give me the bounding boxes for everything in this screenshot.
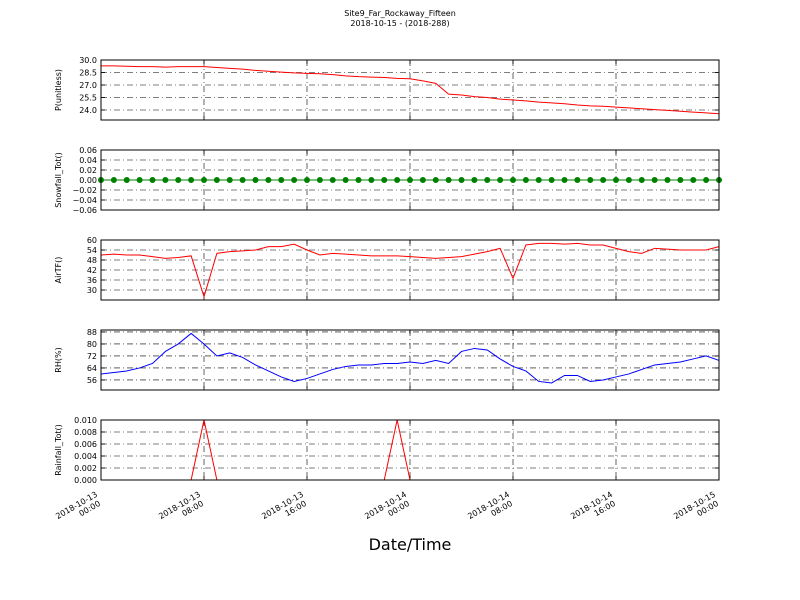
data-point [342,177,349,183]
y-axis-label: AirTF() [54,257,63,284]
data-point [548,177,555,183]
data-point [600,177,607,183]
y-tick-label: 30.0 [79,56,97,65]
y-tick-label: 0.002 [74,464,97,473]
data-point [368,177,375,183]
y-tick-label: 42 [87,266,97,275]
data-point [110,177,117,183]
y-axis-label: P(unitless) [54,69,63,111]
y-tick-label: 0.004 [74,452,97,461]
data-point [407,177,413,183]
data-point [471,177,478,183]
plot-frame [100,419,720,481]
y-tick-label: 0.000 [74,476,97,485]
data-line [100,332,720,384]
data-point [278,177,285,183]
y-axis-label: RH(%) [54,347,63,372]
data-point [201,177,207,183]
data-point [574,177,581,183]
y-tick-label: 28.5 [79,69,97,78]
y-tick-label: 0.04 [79,156,97,165]
y-tick-label: 72 [87,352,97,361]
x-axis-label: Date/Time [369,535,452,554]
data-point [188,177,195,183]
data-point [625,177,632,183]
y-axis-label: Snowfall_Tot() [54,152,63,208]
data-point [252,177,259,183]
data-point [664,177,671,183]
chart-subtitle: 2018-10-15 - (2018-288) [350,19,449,28]
data-point [703,177,710,183]
data-point [162,177,169,183]
data-point [239,177,246,183]
data-point [394,177,401,183]
y-tick-label: 0.00 [79,176,97,185]
data-point [304,177,310,183]
data-point [226,177,233,183]
y-tick-label: 56 [87,376,97,385]
y-tick-label: 30 [87,286,97,295]
data-point [149,177,156,183]
plot-frame [100,239,720,301]
data-point [522,177,529,183]
data-point [677,177,684,183]
data-line [100,242,720,299]
data-point [497,177,504,183]
data-point [561,177,568,183]
y-tick-label: 88 [87,328,97,337]
plot-frame [100,149,720,211]
data-point [123,177,130,183]
plot-frame [100,59,720,121]
data-point [213,177,220,183]
chart-title: Site9_Far_Rockaway_Fifteen [344,9,456,18]
data-point [329,177,336,183]
y-tick-label: 48 [87,256,97,265]
y-tick-label: 0.008 [74,428,97,437]
data-point [445,177,452,183]
y-axis-label: Rainfall_Tot() [54,424,63,476]
y-tick-label: 64 [87,364,97,373]
y-tick-label: 24.0 [79,106,97,115]
data-point [613,177,619,183]
y-tick-label: −0.02 [72,186,97,195]
data-line [101,65,720,115]
data-point [419,177,426,183]
data-point [458,177,465,183]
y-tick-label: 0.06 [79,146,97,155]
data-point [638,177,645,183]
y-tick-label: −0.04 [72,196,97,205]
y-tick-label: 0.02 [79,166,97,175]
data-point [535,177,542,183]
y-tick-label: 0.006 [74,440,97,449]
data-point [651,177,658,183]
data-point [175,177,182,183]
data-point [690,177,697,183]
data-point [291,177,298,183]
y-tick-label: 36 [87,276,97,285]
y-tick-label: −0.06 [72,206,97,215]
data-point [510,177,516,183]
y-tick-label: 54 [87,246,97,255]
data-point [136,177,143,183]
data-point [355,177,362,183]
y-tick-label: 0.010 [74,416,97,425]
y-tick-label: 27.0 [79,81,97,90]
data-point [587,177,594,183]
data-point [484,177,491,183]
data-point [265,177,272,183]
data-point [432,177,439,183]
y-tick-label: 60 [87,236,97,245]
plot-frame [100,329,720,391]
y-tick-label: 25.5 [79,94,97,103]
y-tick-label: 80 [87,340,97,349]
data-point [381,177,388,183]
data-point [316,177,323,183]
